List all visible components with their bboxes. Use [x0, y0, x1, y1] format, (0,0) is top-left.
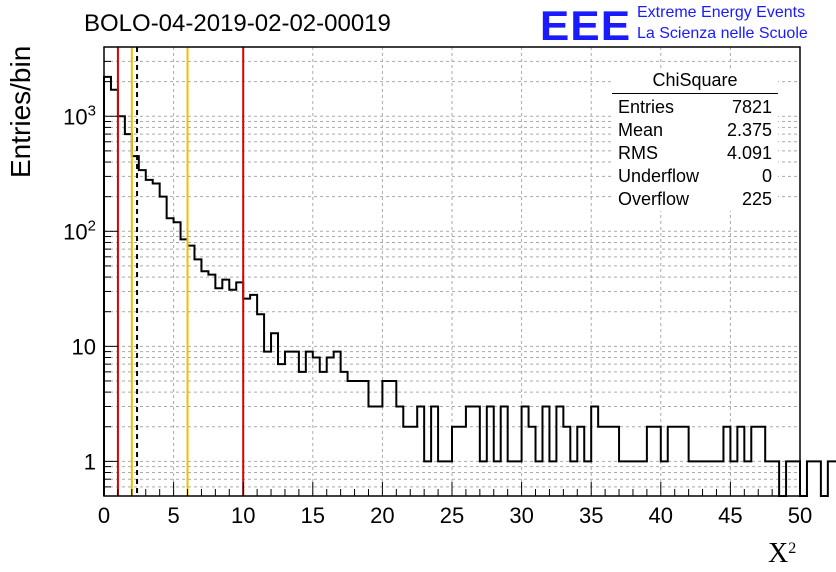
logo-line1: Extreme Energy Events	[637, 4, 806, 21]
stats-title: ChiSquare	[612, 70, 778, 94]
stats-value: 4.091	[726, 143, 772, 163]
stats-row: Underflow 0	[612, 165, 778, 188]
x-tick-label: 45	[718, 503, 742, 528]
x-tick-label: 10	[231, 503, 255, 528]
stats-label: Mean	[618, 120, 664, 140]
x-tick-label: 25	[440, 503, 464, 528]
stats-value: 225	[741, 189, 772, 209]
stats-row: RMS 4.091	[612, 142, 778, 165]
x-tick-label: 30	[509, 503, 533, 528]
stats-value: 0	[761, 166, 772, 186]
x-tick-label: 35	[579, 503, 603, 528]
stats-label: RMS	[618, 143, 658, 163]
chart-title: BOLO-04-2019-02-02-00019	[84, 10, 391, 37]
x-tick-label: 0	[98, 503, 110, 528]
histogram-series	[103, 75, 836, 497]
stats-value: 2.375	[726, 120, 772, 140]
stats-row: Entries 7821	[612, 96, 778, 119]
eee-logo: EEE	[539, 2, 632, 49]
x-tick-label: 5	[167, 503, 179, 528]
x-axis-label: X2	[768, 538, 796, 570]
stats-label: Overflow	[618, 189, 690, 209]
stats-row: Mean 2.375	[612, 119, 778, 142]
logo-line2: La Scienza nelle Scuole	[637, 25, 808, 42]
y-tick-label: 10	[72, 334, 96, 359]
x-axis-label-sup: 2	[788, 540, 797, 557]
y-tick-label: 102	[63, 217, 96, 244]
y-tick-label: 1	[84, 449, 96, 474]
x-tick-label: 20	[370, 503, 394, 528]
stats-label: Entries	[618, 97, 675, 117]
stats-row: Overflow 225	[612, 188, 778, 211]
stats-value: 7821	[731, 97, 772, 117]
x-tick-label: 40	[649, 503, 673, 528]
stats-box: ChiSquare Entries 7821 Mean 2.375 RMS 4.091…	[612, 70, 778, 211]
x-tick-label: 50	[788, 503, 812, 528]
x-axis-label-main: X	[768, 538, 789, 569]
stats-label: Underflow	[618, 166, 700, 186]
x-tick-label: 15	[301, 503, 325, 528]
y-tick-label: 103	[63, 102, 96, 129]
